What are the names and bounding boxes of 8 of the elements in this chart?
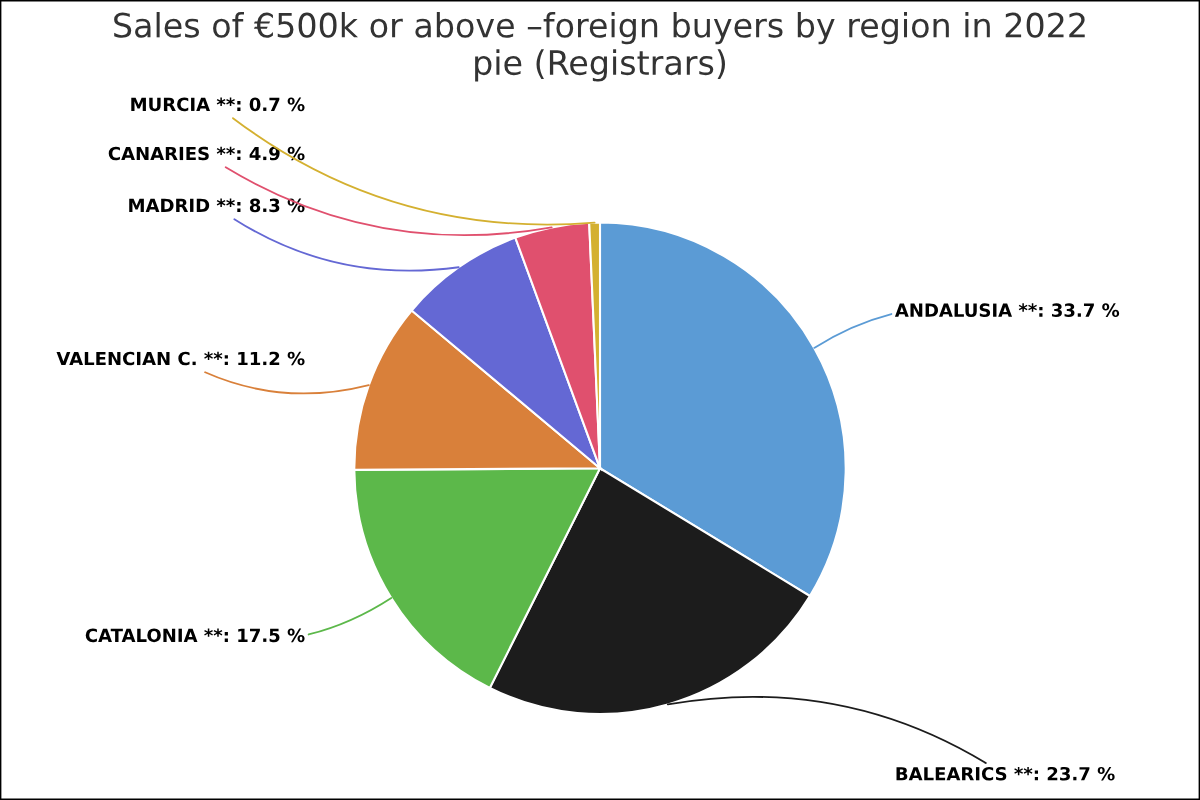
slice-label: ANDALUSIA **: 33.7 % xyxy=(894,303,1120,318)
slice-label: MURCIA **: 0.7 % xyxy=(131,97,305,112)
slice-label: CANARIES **: 4.9 % xyxy=(108,146,305,161)
slice-label: CATALONIA **: 17.5 % xyxy=(85,628,305,643)
chart-title: Sales of €500k or above –foreign buyers by region in 2022 pie (Registrars) xyxy=(114,12,1085,82)
slice-label: MADRID **: 8.3 % xyxy=(129,198,305,213)
slice-label: VALENCIAN C. **: 11.2 % xyxy=(56,351,305,366)
slice-label: BALEARICS **: 23.7 % xyxy=(896,766,1115,781)
